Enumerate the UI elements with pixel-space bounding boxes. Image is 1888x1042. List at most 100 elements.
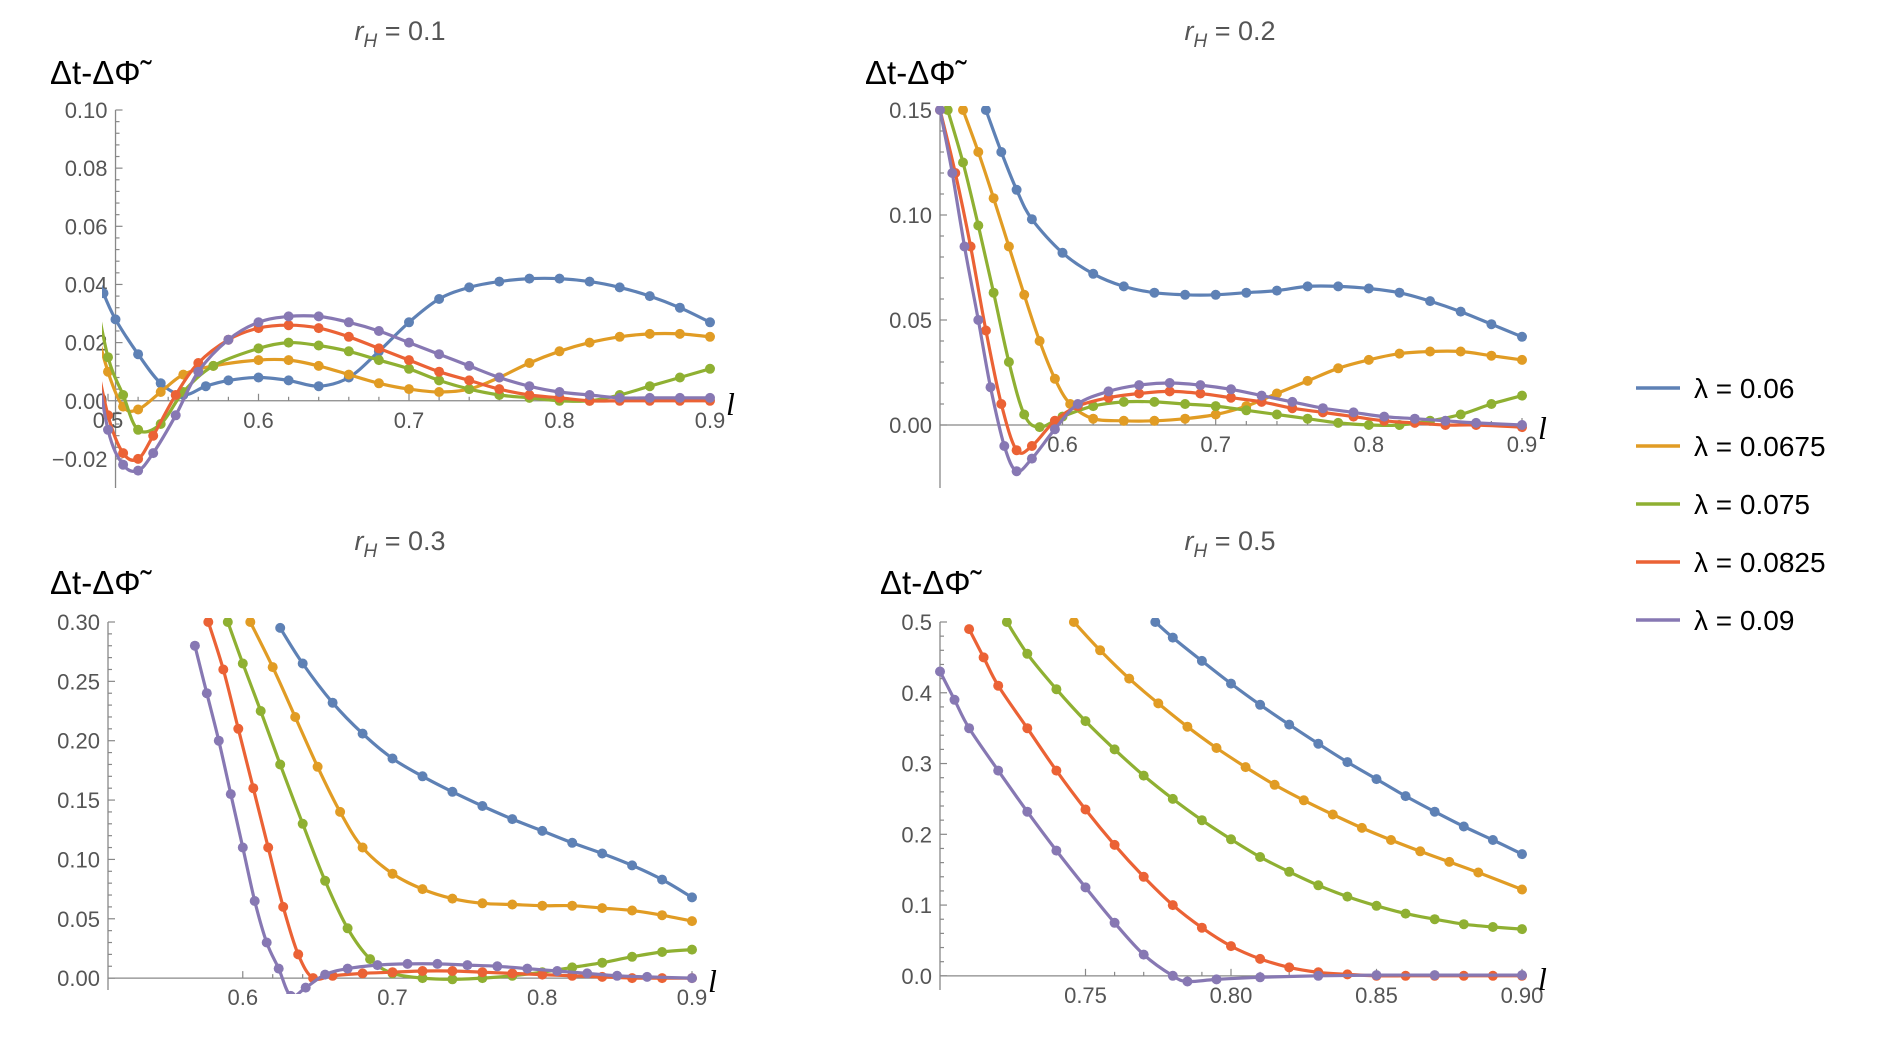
data-point <box>980 325 991 336</box>
data-point <box>387 868 398 879</box>
panel-title: rH = 0.1 <box>354 16 445 52</box>
data-point <box>1034 336 1045 346</box>
data-point <box>1400 791 1411 802</box>
data-point <box>1371 970 1382 981</box>
data-point <box>1400 908 1411 919</box>
data-point <box>417 884 428 895</box>
data-point <box>1164 378 1175 388</box>
data-point <box>1379 411 1390 422</box>
title-rest: = 0.2 <box>1207 16 1275 46</box>
series-line-4 <box>938 109 1523 455</box>
data-point <box>1182 976 1193 987</box>
data-point <box>1269 779 1280 790</box>
data-point <box>73 250 83 260</box>
legend-entry-5: λ = 0.09 <box>1636 605 1794 636</box>
data-point <box>1180 399 1191 409</box>
data-point <box>417 966 428 976</box>
data-point <box>170 410 181 421</box>
data-point <box>237 658 248 669</box>
series-line-3 <box>946 109 1523 429</box>
data-point <box>1473 867 1484 878</box>
y-tick-label: 0.30 <box>57 610 100 635</box>
data-point <box>404 384 414 395</box>
data-point <box>674 302 685 313</box>
data-point <box>1313 738 1324 749</box>
data-point <box>958 106 968 115</box>
data-point <box>597 957 608 968</box>
panel-title: rH = 0.3 <box>354 526 445 562</box>
data-point <box>494 372 505 383</box>
data-point <box>1138 770 1149 781</box>
legend-label: λ = 0.075 <box>1694 489 1810 520</box>
data-point <box>248 783 259 794</box>
data-point <box>657 947 668 957</box>
data-point <box>223 375 234 386</box>
data-point <box>1363 420 1374 430</box>
panel-4: rH = 0.5 Δt-ΔΦ̃ 0.0 0.1 0.2 0.3 0.4 0.5 0.75 0.80… <box>880 526 1547 1008</box>
data-point <box>507 968 518 979</box>
title-main: r <box>354 526 364 556</box>
data-point <box>1363 283 1374 294</box>
data-point <box>404 355 414 366</box>
data-point <box>973 220 984 231</box>
data-point <box>387 753 398 764</box>
data-point <box>524 273 535 284</box>
data-point <box>644 291 655 302</box>
series-group <box>935 618 1527 987</box>
data-point <box>1195 380 1206 391</box>
data-point <box>297 818 308 829</box>
data-point <box>1011 184 1022 195</box>
data-point <box>947 168 958 178</box>
data-point <box>1429 914 1440 925</box>
data-point <box>1196 815 1207 826</box>
data-point <box>1226 392 1236 403</box>
data-point <box>1425 296 1436 307</box>
data-point <box>404 337 414 348</box>
data-point <box>687 944 697 955</box>
y-tick-label: 0.08 <box>65 156 108 181</box>
y-tick-label: 0.10 <box>889 203 932 228</box>
data-point <box>507 814 518 825</box>
data-point <box>464 282 475 293</box>
data-point <box>1068 618 1079 627</box>
data-point <box>297 658 308 669</box>
data-point <box>1011 445 1022 456</box>
data-point <box>1226 834 1236 845</box>
title-rest: = 0.1 <box>377 16 445 46</box>
data-point <box>524 390 535 400</box>
x-axis-label: l <box>726 386 735 422</box>
data-point <box>283 320 294 331</box>
x-tick-label: 0.9 <box>677 985 708 1010</box>
data-point <box>1134 380 1145 391</box>
data-point <box>189 640 200 651</box>
data-point <box>148 430 159 441</box>
data-point <box>978 652 989 663</box>
legend-entry-2: λ = 0.0675 <box>1636 431 1826 462</box>
data-point <box>213 735 224 746</box>
y-tick-label: 0.4 <box>901 681 932 706</box>
data-point <box>343 346 354 357</box>
data-point <box>1196 922 1207 933</box>
data-point <box>1026 441 1037 451</box>
data-point <box>434 294 445 304</box>
legend-entry-3: λ = 0.075 <box>1636 489 1810 520</box>
data-point <box>657 910 668 921</box>
data-point <box>1210 401 1221 412</box>
data-point <box>1022 723 1033 734</box>
data-point <box>1226 384 1236 395</box>
series-group <box>73 250 715 476</box>
x-tick-label: 0.75 <box>1064 983 1107 1008</box>
data-point <box>447 974 458 985</box>
data-point <box>584 276 595 287</box>
data-point <box>1287 396 1298 407</box>
data-point <box>417 973 428 984</box>
data-point <box>1167 632 1178 643</box>
data-point <box>477 967 488 978</box>
data-point <box>980 106 991 115</box>
y-tick-label: 0.2 <box>901 822 932 847</box>
data-point <box>373 343 384 354</box>
data-point <box>1134 388 1145 399</box>
y-tick-label: 0.10 <box>65 98 108 123</box>
data-point <box>1486 399 1497 409</box>
data-point <box>1026 453 1037 464</box>
